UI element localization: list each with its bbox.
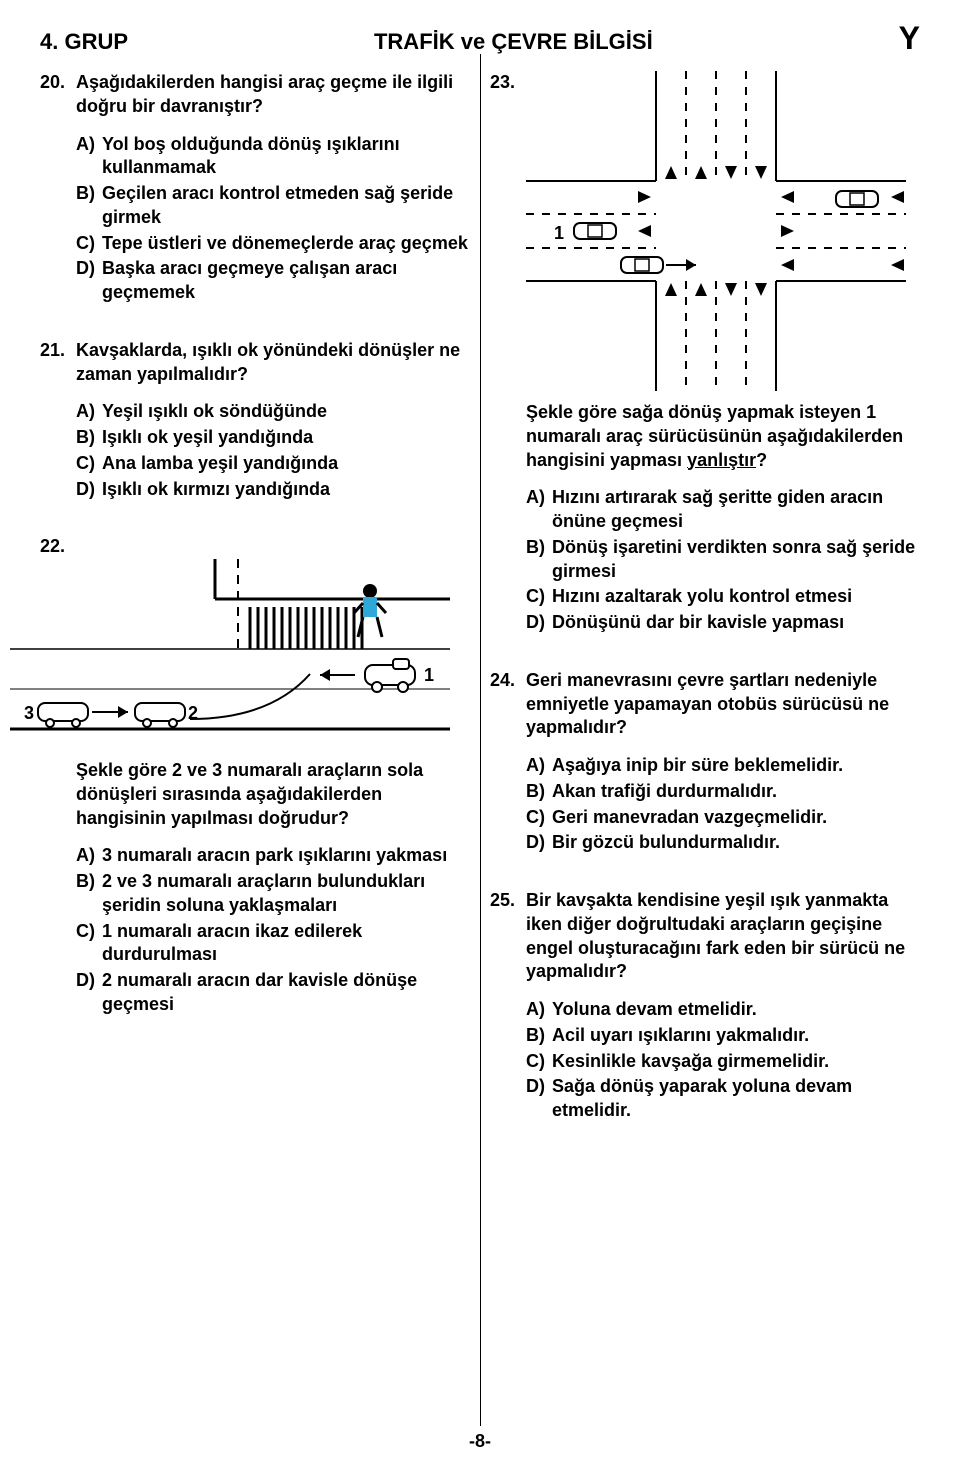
q20-opt-a: Yol boş olduğunda dönüş ışıklarını kulla… xyxy=(102,133,470,181)
q22-number: 22. xyxy=(40,535,76,559)
opt-label: D) xyxy=(76,969,102,1017)
q24-opt-d: Bir gözcü bulundurmalıdır. xyxy=(552,831,920,855)
q21-opt-b: Işıklı ok yeşil yandığında xyxy=(102,426,470,450)
opt-label: C) xyxy=(76,920,102,968)
group-label: 4. GRUP xyxy=(40,29,128,55)
q20-number: 20. xyxy=(40,71,76,119)
question-20: 20. Aşağıdakilerden hangisi araç geçme i… xyxy=(40,71,470,305)
opt-label: A) xyxy=(526,486,552,534)
question-24: 24. Geri manevrasını çevre şartları nede… xyxy=(490,669,920,855)
opt-label: C) xyxy=(76,452,102,476)
opt-label: A) xyxy=(76,400,102,424)
q23-opt-b: Dönüş işaretini verdikten sonra sağ şeri… xyxy=(552,536,920,584)
q22-label-3: 3 xyxy=(24,703,34,723)
q25-opt-a: Yoluna devam etmelidir. xyxy=(552,998,920,1022)
q25-number: 25. xyxy=(490,889,526,984)
q23-number: 23. xyxy=(490,71,526,391)
opt-label: A) xyxy=(526,754,552,778)
opt-label: B) xyxy=(526,1024,552,1048)
opt-label: B) xyxy=(526,780,552,804)
question-25: 25. Bir kavşakta kendisine yeşil ışık ya… xyxy=(490,889,920,1123)
variant-letter: Y xyxy=(899,20,920,57)
opt-label: C) xyxy=(76,232,102,256)
q22-opt-c: 1 numaralı aracın ikaz edilerek durdurul… xyxy=(102,920,470,968)
opt-label: D) xyxy=(76,478,102,502)
q20-opt-b: Geçilen aracı kontrol etmeden sağ şeride… xyxy=(102,182,470,230)
q22-label-1: 1 xyxy=(424,665,434,685)
q23-label-1: 1 xyxy=(554,223,564,243)
opt-label: A) xyxy=(526,998,552,1022)
opt-label: D) xyxy=(526,611,552,635)
q21-opt-d: Işıklı ok kırmızı yandığında xyxy=(102,478,470,502)
opt-label: D) xyxy=(526,1075,552,1123)
q24-number: 24. xyxy=(490,669,526,740)
q23-text-2: ? xyxy=(756,450,767,470)
q25-opt-c: Kesinlikle kavşağa girmemelidir. xyxy=(552,1050,920,1074)
q25-opt-b: Acil uyarı ışıklarını yakmalıdır. xyxy=(552,1024,920,1048)
q23-opt-a: Hızını artırarak sağ şeritte giden aracı… xyxy=(552,486,920,534)
q23-figure: 1 xyxy=(526,71,906,391)
left-column: 20. Aşağıdakilerden hangisi araç geçme i… xyxy=(40,71,470,1157)
page-title: TRAFİK ve ÇEVRE BİLGİSİ xyxy=(374,29,653,55)
q23-text-underlined: yanlıştır xyxy=(687,450,756,470)
opt-label: A) xyxy=(76,133,102,181)
opt-label: C) xyxy=(526,585,552,609)
q22-text: Şekle göre 2 ve 3 numaralı araçların sol… xyxy=(76,759,470,830)
q22-label-2: 2 xyxy=(188,703,198,723)
q23-opt-d: Dönüşünü dar bir kavisle yapması xyxy=(552,611,920,635)
opt-label: B) xyxy=(76,182,102,230)
right-column: 23. xyxy=(490,71,920,1157)
page-footer: -8- xyxy=(0,1431,960,1452)
q24-opt-a: Aşağıya inip bir süre beklemelidir. xyxy=(552,754,920,778)
column-divider xyxy=(480,54,481,1426)
q24-opt-c: Geri manevradan vazgeçmelidir. xyxy=(552,806,920,830)
q24-text: Geri manevrasını çevre şartları nedeniyl… xyxy=(526,669,920,740)
question-23: 23. xyxy=(490,71,920,635)
opt-label: A) xyxy=(76,844,102,868)
question-21: 21. Kavşaklarda, ışıklı ok yönündeki dön… xyxy=(40,339,470,502)
opt-label: C) xyxy=(526,806,552,830)
q21-text: Kavşaklarda, ışıklı ok yönündeki dönüşle… xyxy=(76,339,470,387)
q21-opt-c: Ana lamba yeşil yandığında xyxy=(102,452,470,476)
q20-text: Aşağıdakilerden hangisi araç geçme ile i… xyxy=(76,71,470,119)
q21-opt-a: Yeşil ışıklı ok söndüğünde xyxy=(102,400,470,424)
opt-label: B) xyxy=(526,536,552,584)
q24-opt-b: Akan trafiği durdurmalıdır. xyxy=(552,780,920,804)
question-22: 22. xyxy=(40,535,470,1016)
q20-opt-d: Başka aracı geçmeye çalışan aracı geçmem… xyxy=(102,257,470,305)
opt-label: B) xyxy=(76,426,102,450)
q23-opt-c: Hızını azaltarak yolu kontrol etmesi xyxy=(552,585,920,609)
opt-label: C) xyxy=(526,1050,552,1074)
opt-label: B) xyxy=(76,870,102,918)
q22-figure: 1 2 xyxy=(10,559,470,759)
q25-text: Bir kavşakta kendisine yeşil ışık yanmak… xyxy=(526,889,920,984)
q21-number: 21. xyxy=(40,339,76,387)
q22-opt-d: 2 numaralı aracın dar kavisle dönüşe geç… xyxy=(102,969,470,1017)
opt-label: D) xyxy=(76,257,102,305)
opt-label: D) xyxy=(526,831,552,855)
q20-opt-c: Tepe üstleri ve dönemeçlerde araç geçmek xyxy=(102,232,470,256)
q25-opt-d: Sağa dönüş yaparak yoluna devam etmelidi… xyxy=(552,1075,920,1123)
q22-opt-b: 2 ve 3 numaralı araçların bulundukları ş… xyxy=(102,870,470,918)
q22-opt-a: 3 numaralı aracın park ışıklarını yakmas… xyxy=(102,844,470,868)
